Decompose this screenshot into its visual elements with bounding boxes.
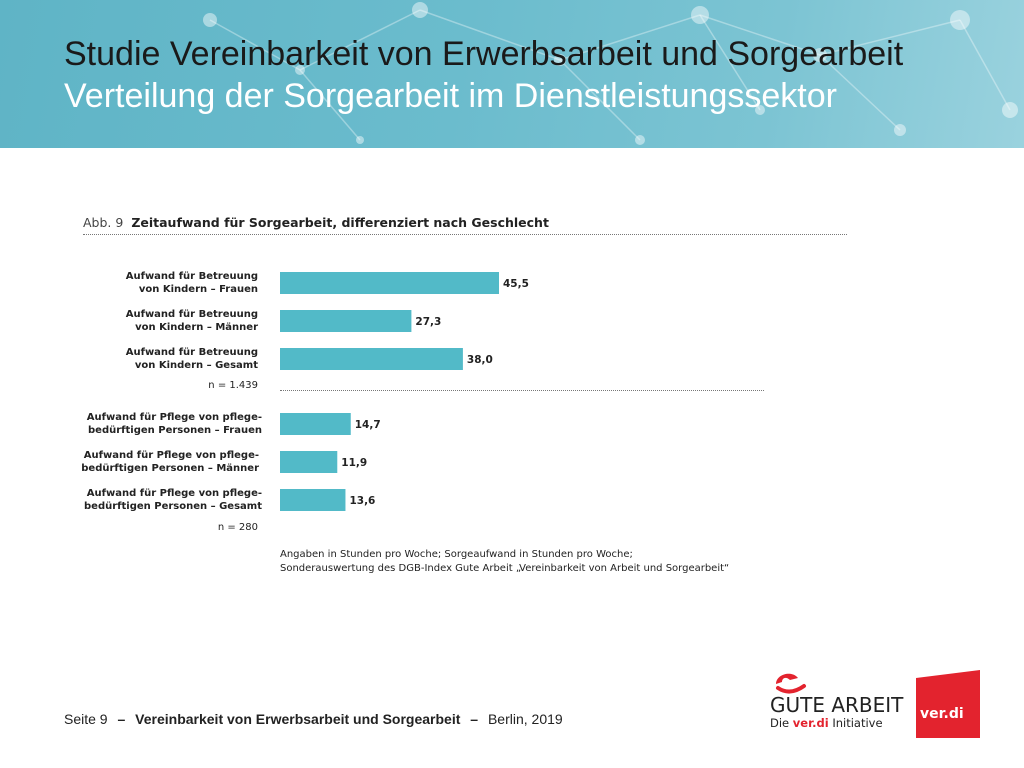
bar — [280, 413, 351, 435]
bar-label: Aufwand für Pflege von pflege- bedürftig… — [81, 450, 259, 474]
verdi-logo-shape-icon — [916, 670, 980, 738]
footer-place-date: Berlin, 2019 — [487, 711, 563, 727]
caption-divider — [83, 234, 847, 235]
bar-label: Aufwand für Betreuung von Kindern – Frau… — [125, 271, 258, 295]
bar — [280, 451, 338, 473]
footer-separator: – — [470, 711, 479, 727]
page-title: Studie Vereinbarkeit von Erwerbsarbeit u… — [64, 35, 904, 73]
page-subtitle: Verteilung der Sorgearbeit im Dienstleis… — [64, 77, 837, 115]
header-banner: Studie Vereinbarkeit von Erwerbsarbeit u… — [0, 0, 1024, 148]
sample-size-label: n = 1.439 — [208, 380, 258, 391]
bar-value-label: 14,7 — [355, 419, 381, 431]
bar-value-label: 38,0 — [467, 354, 493, 366]
network-decoration — [203, 2, 1018, 145]
bar — [280, 348, 463, 370]
bar-label: Aufwand für Betreuung von Kindern – Gesa… — [125, 347, 258, 371]
bar — [280, 310, 412, 332]
bar-label: Aufwand für Pflege von pflege- bedürftig… — [86, 412, 262, 436]
footer: Seite 9 – Vereinbarkeit von Erwerbsarbei… — [64, 711, 563, 727]
group-divider — [280, 390, 764, 391]
figure-number: Abb. 9 — [83, 215, 124, 230]
bar-value-label: 45,5 — [503, 278, 529, 290]
bar-label: Aufwand für Betreuung von Kindern – Männ… — [125, 309, 258, 333]
bar — [280, 272, 499, 294]
page-number: Seite 9 — [64, 711, 108, 727]
bar-value-label: 11,9 — [341, 457, 367, 469]
gute-arbeit-logo: GUTE ARBEIT Die ver.di Initiative — [766, 668, 903, 734]
bar — [280, 489, 346, 511]
footer-title: Vereinbarkeit von Erwerbsarbeit und Sorg… — [135, 711, 461, 727]
verdi-wordmark: ver.di — [920, 706, 964, 722]
verdi-logo: ver.di — [916, 670, 980, 738]
gute-arbeit-wordmark: GUTE ARBEIT — [770, 693, 904, 717]
figure-caption: Abb. 9 Zeitaufwand für Sorgearbeit, diff… — [83, 215, 549, 230]
source-note: Angaben in Stunden pro Woche; Sorgeaufwa… — [280, 549, 730, 574]
gute-arbeit-emblem-icon — [776, 673, 806, 694]
bar-label: Aufwand für Pflege von pflege- bedürftig… — [84, 488, 262, 512]
bar-value-label: 27,3 — [415, 316, 441, 328]
bar-value-label: 13,6 — [349, 495, 375, 507]
gute-arbeit-tagline: Die ver.di Initiative — [770, 716, 883, 730]
sample-size-label: n = 280 — [217, 522, 258, 533]
figure-title: Zeitaufwand für Sorgearbeit, differenzie… — [131, 215, 549, 230]
footer-separator: – — [117, 711, 126, 727]
